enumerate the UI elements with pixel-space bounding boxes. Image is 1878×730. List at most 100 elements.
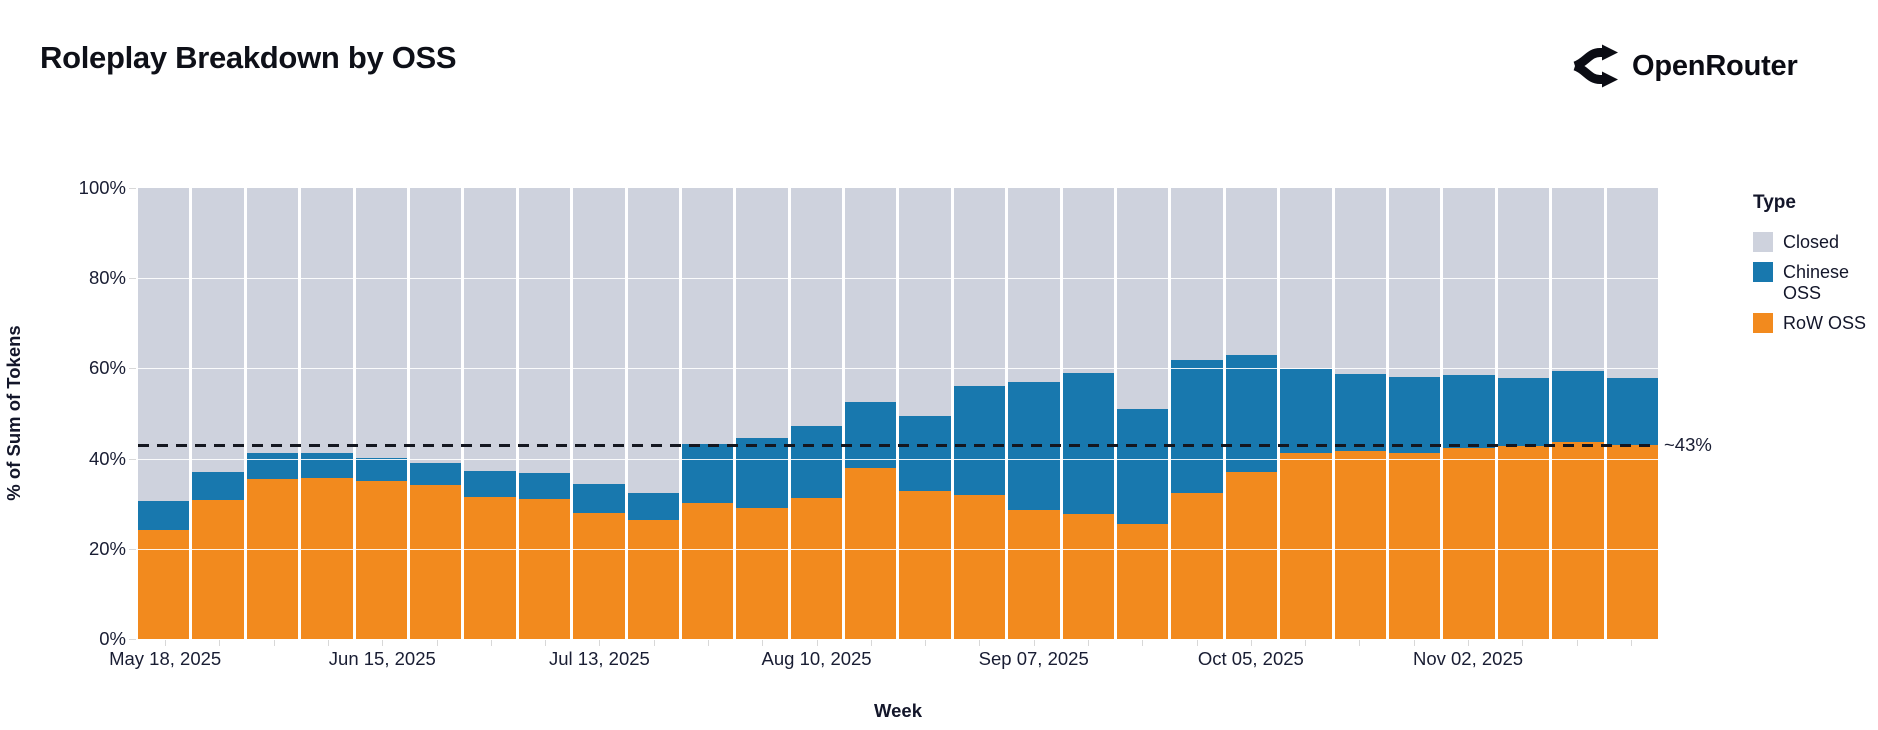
bar-segment-row-oss[interactable]: [1552, 442, 1604, 639]
bar-segment-chinese-oss[interactable]: [899, 416, 951, 492]
bar-week[interactable]: [464, 188, 516, 639]
bar-week[interactable]: [1117, 188, 1169, 639]
bar-segment-row-oss[interactable]: [845, 467, 897, 639]
bar-week[interactable]: [1552, 188, 1604, 639]
bar-segment-chinese-oss[interactable]: [627, 493, 679, 520]
bar-segment-closed[interactable]: [464, 188, 516, 471]
bar-segment-row-oss[interactable]: [1062, 514, 1115, 639]
bar-segment-chinese-oss[interactable]: [518, 473, 571, 500]
bar-segment-row-oss[interactable]: [681, 503, 734, 639]
bar-segment-chinese-oss[interactable]: [301, 452, 353, 478]
bar-segment-closed[interactable]: [355, 188, 407, 459]
bar-segment-row-oss[interactable]: [736, 508, 788, 639]
bar-segment-closed[interactable]: [1225, 188, 1278, 355]
bar-segment-row-oss[interactable]: [301, 477, 353, 639]
bar-segment-chinese-oss[interactable]: [790, 425, 843, 499]
bar-segment-closed[interactable]: [627, 188, 679, 494]
bar-segment-row-oss[interactable]: [192, 500, 244, 639]
bar-segment-closed[interactable]: [1334, 188, 1386, 375]
bar-segment-closed[interactable]: [1388, 188, 1441, 377]
bar-segment-row-oss[interactable]: [573, 513, 625, 639]
bar-segment-row-oss[interactable]: [1443, 447, 1495, 639]
bar-segment-closed[interactable]: [409, 188, 462, 463]
bar-segment-chinese-oss[interactable]: [409, 462, 462, 485]
bar-segment-chinese-oss[interactable]: [1552, 370, 1604, 443]
bar-segment-closed[interactable]: [845, 188, 897, 402]
bar-segment-closed[interactable]: [1008, 188, 1060, 383]
bar-segment-closed[interactable]: [1443, 188, 1495, 376]
bar-week[interactable]: [1388, 188, 1441, 639]
bar-segment-closed[interactable]: [1606, 188, 1658, 379]
bar-segment-row-oss[interactable]: [246, 478, 299, 639]
bar-week[interactable]: [1334, 188, 1386, 639]
bar-week[interactable]: [246, 188, 299, 639]
bar-week[interactable]: [899, 188, 951, 639]
bar-segment-closed[interactable]: [1171, 188, 1223, 361]
bar-segment-row-oss[interactable]: [464, 497, 516, 639]
bar-segment-chinese-oss[interactable]: [845, 401, 897, 468]
legend-entry-closed[interactable]: Closed: [1753, 232, 1875, 253]
bar-segment-closed[interactable]: [1497, 188, 1550, 379]
bar-week[interactable]: [409, 188, 462, 639]
bar-segment-row-oss[interactable]: [1606, 445, 1658, 639]
bar-week[interactable]: [953, 188, 1006, 639]
bar-week[interactable]: [301, 188, 353, 639]
bar-segment-row-oss[interactable]: [790, 498, 843, 639]
bar-segment-chinese-oss[interactable]: [1117, 408, 1169, 524]
bar-segment-row-oss[interactable]: [627, 519, 679, 639]
bar-week[interactable]: [1280, 188, 1332, 639]
bar-segment-closed[interactable]: [899, 188, 951, 417]
bar-week[interactable]: [355, 188, 407, 639]
bar-segment-closed[interactable]: [953, 188, 1006, 386]
bar-segment-chinese-oss[interactable]: [355, 458, 407, 482]
bar-segment-chinese-oss[interactable]: [681, 444, 734, 504]
bar-segment-chinese-oss[interactable]: [1280, 368, 1332, 454]
bar-segment-chinese-oss[interactable]: [246, 453, 299, 479]
bar-segment-chinese-oss[interactable]: [464, 470, 516, 498]
bar-week[interactable]: [138, 188, 190, 639]
bar-segment-closed[interactable]: [1552, 188, 1604, 371]
bar-week[interactable]: [1171, 188, 1223, 639]
bar-segment-closed[interactable]: [301, 188, 353, 453]
bar-segment-row-oss[interactable]: [899, 491, 951, 639]
bar-segment-row-oss[interactable]: [1117, 523, 1169, 639]
bar-segment-row-oss[interactable]: [1497, 445, 1550, 639]
bar-week[interactable]: [1225, 188, 1278, 639]
bar-segment-chinese-oss[interactable]: [953, 385, 1006, 495]
bar-segment-chinese-oss[interactable]: [192, 471, 244, 501]
bar-segment-chinese-oss[interactable]: [736, 438, 788, 509]
bar-segment-closed[interactable]: [1117, 188, 1169, 409]
bar-segment-row-oss[interactable]: [409, 484, 462, 639]
bar-segment-closed[interactable]: [681, 188, 734, 445]
bar-week[interactable]: [845, 188, 897, 639]
bar-week[interactable]: [1497, 188, 1550, 639]
bar-segment-row-oss[interactable]: [1225, 471, 1278, 639]
bar-week[interactable]: [681, 188, 734, 639]
bar-week[interactable]: [192, 188, 244, 639]
bar-segment-chinese-oss[interactable]: [1225, 354, 1278, 472]
bar-week[interactable]: [1008, 188, 1060, 639]
bar-segment-chinese-oss[interactable]: [138, 501, 190, 530]
bar-segment-closed[interactable]: [138, 188, 190, 502]
bar-segment-closed[interactable]: [1062, 188, 1115, 374]
bar-segment-row-oss[interactable]: [355, 481, 407, 639]
bar-segment-chinese-oss[interactable]: [1443, 375, 1495, 448]
bar-segment-row-oss[interactable]: [1280, 453, 1332, 639]
bar-segment-closed[interactable]: [573, 188, 625, 484]
bar-segment-row-oss[interactable]: [1171, 493, 1223, 639]
bar-week[interactable]: [1606, 188, 1658, 639]
bar-week[interactable]: [1443, 188, 1495, 639]
bar-segment-row-oss[interactable]: [1334, 450, 1386, 639]
bar-segment-chinese-oss[interactable]: [1606, 378, 1658, 446]
bar-week[interactable]: [627, 188, 679, 639]
bar-week[interactable]: [1062, 188, 1115, 639]
bar-segment-row-oss[interactable]: [1008, 510, 1060, 639]
bar-segment-row-oss[interactable]: [138, 529, 190, 639]
bar-segment-chinese-oss[interactable]: [1171, 360, 1223, 494]
bar-segment-row-oss[interactable]: [518, 499, 571, 639]
bar-segment-closed[interactable]: [518, 188, 571, 474]
bar-segment-row-oss[interactable]: [953, 494, 1006, 639]
bar-week[interactable]: [573, 188, 625, 639]
bar-segment-row-oss[interactable]: [1388, 452, 1441, 639]
bar-segment-closed[interactable]: [246, 188, 299, 454]
